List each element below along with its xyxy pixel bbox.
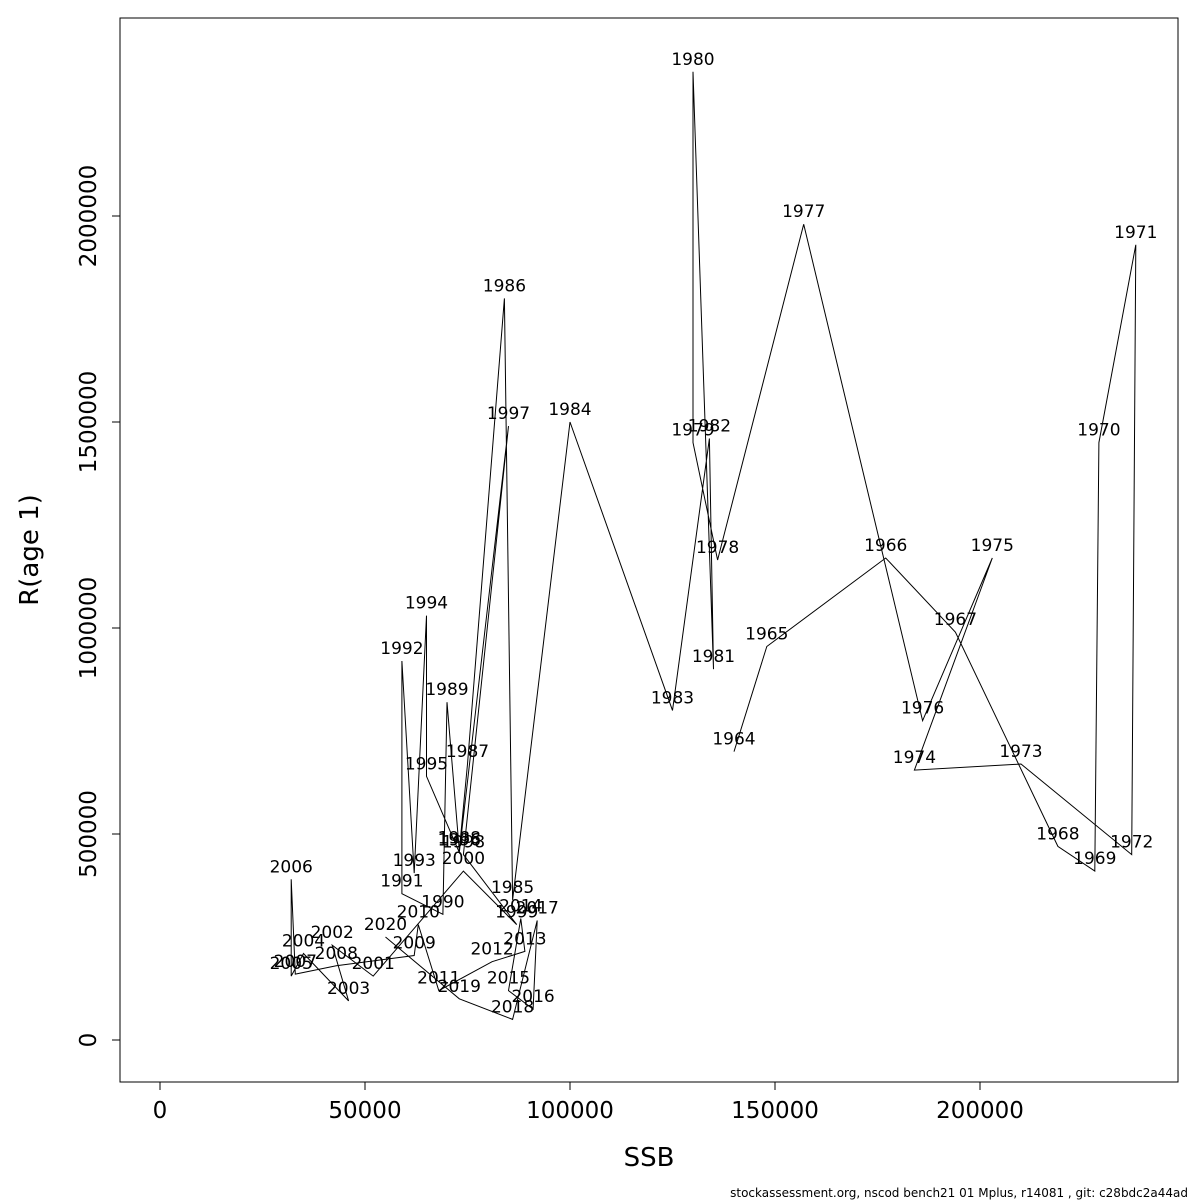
year-label: 2018 [491,997,534,1017]
year-label: 1978 [696,538,739,558]
x-tick-label: 150000 [731,1098,819,1124]
year-label: 1990 [421,892,464,912]
year-label: 1979 [671,421,714,441]
year-label: 1999 [495,903,538,923]
year-label: 2003 [327,979,370,999]
x-tick-label: 100000 [526,1098,614,1124]
footer-attribution: stockassessment.org, nscod bench21 01 Mp… [730,1186,1188,1200]
year-label: 2007 [274,952,317,972]
y-axis-title: R(age 1) [15,494,45,606]
y-tick-label: 500000 [76,790,102,878]
year-label: 1986 [483,276,526,296]
year-label: 2019 [438,977,481,997]
year-label: 2012 [470,940,513,960]
year-label: 1965 [745,625,788,645]
year-label: 1980 [671,50,714,70]
y-tick-label: 0 [76,1033,102,1048]
year-label: 1995 [405,754,448,774]
y-tick-label: 1500000 [76,371,102,473]
year-label: 2006 [270,857,313,877]
year-label: 2004 [282,931,325,951]
year-label: 1994 [405,594,448,614]
year-label: 2013 [503,929,546,949]
year-label: 1983 [651,688,694,708]
year-label: 1966 [864,536,907,556]
year-label: 1964 [712,730,755,750]
year-label: 2014 [499,896,542,916]
year-label: 1992 [380,639,423,659]
year-label: 1970 [1077,421,1120,441]
year-label: 2010 [397,903,440,923]
y-tick-label: 1000000 [76,577,102,679]
year-label: 1968 [1036,824,1079,844]
year-label: 1988 [438,828,481,848]
year-label: 2009 [393,934,436,954]
year-label: 2000 [442,849,485,869]
year-label: 2002 [311,923,354,943]
year-label: 1975 [971,536,1014,556]
year-label: 1981 [692,647,735,667]
y-tick-label: 2000000 [76,165,102,267]
plot-box [119,17,1179,1083]
year-label: 2015 [487,969,530,989]
x-axis-title: SSB [624,1143,675,1173]
year-label: 1972 [1110,833,1153,853]
year-label: 1993 [393,851,436,871]
year-label: 1969 [1073,849,1116,869]
year-label: 1985 [491,878,534,898]
year-label: 1989 [425,680,468,700]
year-label: 2011 [417,969,460,989]
year-label: 1998 [442,833,485,853]
year-label: 2017 [516,899,559,919]
year-label: 2020 [364,915,407,935]
year-label: 1971 [1114,223,1157,243]
year-label: 2008 [315,944,358,964]
recruitment-path [290,71,1137,1021]
year-label: 2005 [270,954,313,974]
year-label: 1996 [438,831,481,851]
year-label: 2016 [511,987,554,1007]
year-label: 1997 [487,404,530,424]
year-label: 2001 [352,954,395,974]
x-tick-label: 50000 [328,1098,401,1124]
year-label: 1974 [893,748,936,768]
year-label: 1982 [688,416,731,436]
year-label: 1977 [782,202,825,222]
x-tick-label: 0 [153,1098,168,1124]
year-label: 1984 [548,400,591,420]
x-tick-label: 200000 [936,1098,1024,1124]
year-label: 1973 [999,742,1042,762]
year-label: 1967 [934,610,977,630]
year-label: 1976 [901,699,944,719]
year-label: 1987 [446,742,489,762]
year-label: 1991 [380,872,423,892]
